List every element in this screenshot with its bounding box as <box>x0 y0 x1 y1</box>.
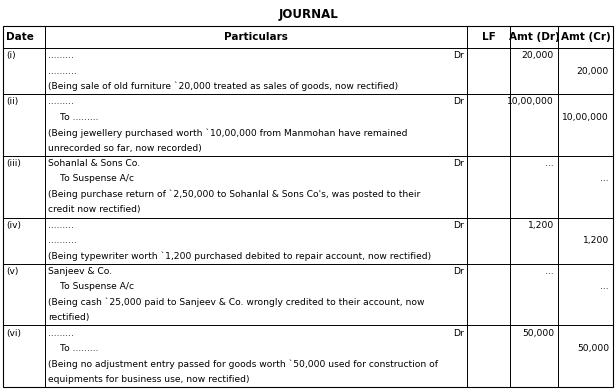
Text: 10,00,000: 10,00,000 <box>562 113 609 122</box>
Text: To .........: To ......... <box>60 344 99 353</box>
Text: (vi): (vi) <box>6 329 21 338</box>
Text: 10,00,000: 10,00,000 <box>507 97 554 107</box>
Text: 20,000: 20,000 <box>577 67 609 75</box>
Text: .........: ......... <box>48 221 77 230</box>
Text: ...: ... <box>545 159 554 168</box>
Text: (Being sale of old furniture `20,000 treated as sales of goods, now rectified): (Being sale of old furniture `20,000 tre… <box>48 82 398 91</box>
Text: Dr: Dr <box>453 51 464 60</box>
Text: To Suspense A/c: To Suspense A/c <box>60 282 134 291</box>
Text: (Being purchase return of `2,50,000 to Sohanlal & Sons Co's, was posted to their: (Being purchase return of `2,50,000 to S… <box>48 189 420 199</box>
Text: To Suspense A/c: To Suspense A/c <box>60 175 134 184</box>
Text: (iv): (iv) <box>6 221 21 230</box>
Text: Dr: Dr <box>453 221 464 230</box>
Text: .........: ......... <box>48 329 77 338</box>
Text: (Being typewriter worth `1,200 purchased debited to repair account, now rectifie: (Being typewriter worth `1,200 purchased… <box>48 251 431 261</box>
Text: (Being cash `25,000 paid to Sanjeev & Co. wrongly credited to their account, now: (Being cash `25,000 paid to Sanjeev & Co… <box>48 298 424 307</box>
Text: (ii): (ii) <box>6 97 18 107</box>
Text: .........: ......... <box>48 97 77 107</box>
Text: ...: ... <box>601 282 609 291</box>
Text: Dr: Dr <box>453 329 464 338</box>
Text: JOURNAL: JOURNAL <box>278 7 338 21</box>
Text: Dr: Dr <box>453 97 464 107</box>
Text: LF: LF <box>482 32 495 42</box>
Text: (Being no adjustment entry passed for goods worth `50,000 used for construction : (Being no adjustment entry passed for go… <box>48 359 438 369</box>
Text: ..........: .......... <box>48 236 77 245</box>
Text: credit now rectified): credit now rectified) <box>48 205 140 214</box>
Text: 1,200: 1,200 <box>583 236 609 245</box>
Text: 1,200: 1,200 <box>528 221 554 230</box>
Text: (i): (i) <box>6 51 15 60</box>
Text: rectified): rectified) <box>48 313 89 322</box>
Text: unrecorded so far, now recorded): unrecorded so far, now recorded) <box>48 144 202 152</box>
Text: ...: ... <box>601 175 609 184</box>
Text: Sanjeev & Co.: Sanjeev & Co. <box>48 267 112 276</box>
Text: (iii): (iii) <box>6 159 21 168</box>
Text: Amt (Dr): Amt (Dr) <box>509 32 559 42</box>
Text: Sohanlal & Sons Co.: Sohanlal & Sons Co. <box>48 159 140 168</box>
Text: 50,000: 50,000 <box>577 344 609 353</box>
Text: ..........: .......... <box>48 67 77 75</box>
Text: equipments for business use, now rectified): equipments for business use, now rectifi… <box>48 375 249 384</box>
Text: 20,000: 20,000 <box>522 51 554 60</box>
Text: Dr: Dr <box>453 159 464 168</box>
Text: To .........: To ......... <box>60 113 99 122</box>
Text: .........: ......... <box>48 51 77 60</box>
Text: (v): (v) <box>6 267 18 276</box>
Text: Dr: Dr <box>453 267 464 276</box>
Text: ...: ... <box>545 267 554 276</box>
Text: Date: Date <box>6 32 34 42</box>
Text: Particulars: Particulars <box>224 32 288 42</box>
Text: (Being jewellery purchased worth `10,00,000 from Manmohan have remained: (Being jewellery purchased worth `10,00,… <box>48 128 408 137</box>
Text: 50,000: 50,000 <box>522 329 554 338</box>
Text: Amt (Cr): Amt (Cr) <box>561 32 610 42</box>
